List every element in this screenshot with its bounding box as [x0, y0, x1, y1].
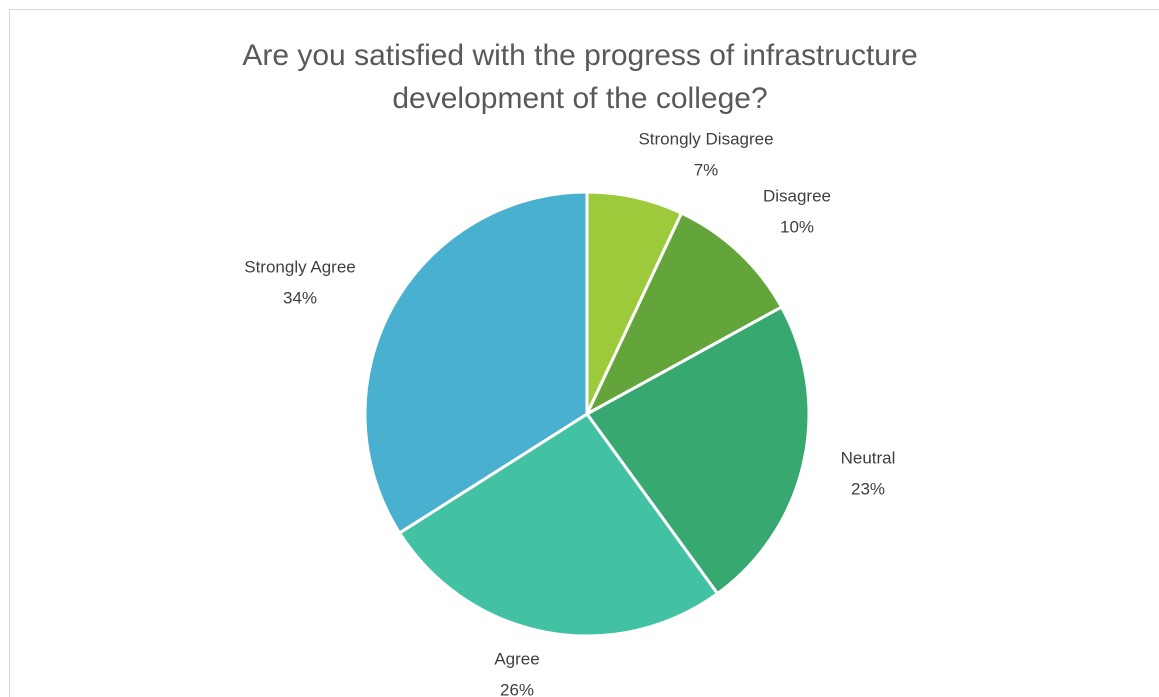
slice-value-label: 10% — [780, 217, 814, 236]
slice-category-label: Strongly Disagree — [638, 129, 773, 148]
chart-title: Are you satisfied with the progress of i… — [242, 39, 918, 115]
slice-category-label: Neutral — [841, 448, 896, 467]
slice-value-label: 23% — [851, 479, 885, 498]
chart-border — [9, 9, 1159, 697]
slice-category-label: Disagree — [763, 186, 831, 205]
slice-value-label: 26% — [500, 680, 534, 697]
pie-slice — [583, 211, 784, 418]
slice-category-label: Agree — [494, 649, 539, 668]
slice-category-label: Strongly Agree — [244, 257, 356, 276]
pie-slice — [363, 190, 589, 536]
pie-slice — [584, 305, 811, 596]
slice-value-label: 7% — [694, 160, 719, 179]
pie-slice — [397, 411, 720, 638]
slice-value-label: 34% — [283, 288, 317, 307]
